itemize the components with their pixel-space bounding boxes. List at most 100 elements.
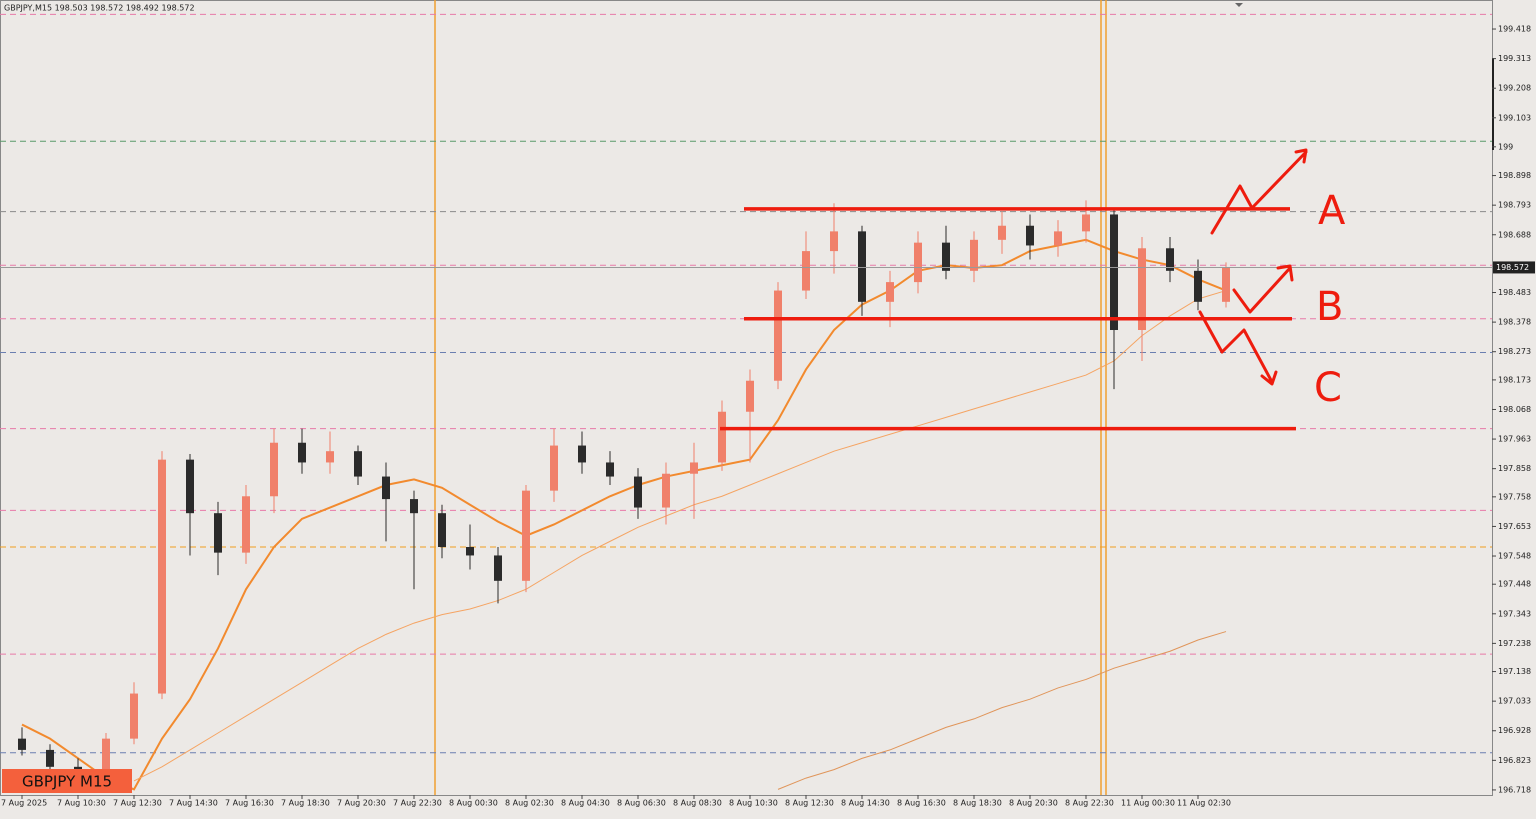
candle-body xyxy=(522,490,530,581)
x-tick-label: 8 Aug 00:30 xyxy=(449,799,498,808)
x-tick-label: 8 Aug 10:30 xyxy=(729,799,778,808)
chart-header: GBPJPY,M15 198.503 198.572 198.492 198.5… xyxy=(4,4,195,13)
candle-body xyxy=(886,282,894,302)
candle-body xyxy=(102,738,110,779)
x-tick-label: 8 Aug 20:30 xyxy=(1009,799,1058,808)
y-tick-label: 198.378 xyxy=(1498,318,1531,327)
scenario-label: C xyxy=(1314,365,1342,411)
scenario-arrow xyxy=(1198,310,1278,386)
price-label-box xyxy=(1493,261,1535,274)
candle-body xyxy=(606,462,614,477)
candle-body xyxy=(1138,248,1146,331)
candle-body xyxy=(746,380,754,412)
shift-marker xyxy=(1235,3,1243,7)
y-tick-label: 199.313 xyxy=(1498,54,1531,63)
x-tick-label: 7 Aug 22:30 xyxy=(393,799,442,808)
candle-body xyxy=(438,513,446,548)
candle-body xyxy=(1110,214,1118,331)
y-tick-label: 199.208 xyxy=(1498,84,1531,93)
scenario-label: A xyxy=(1318,188,1346,234)
candle-body xyxy=(1082,214,1090,232)
candle-body xyxy=(158,459,166,694)
price-label: 198.572 xyxy=(1496,263,1529,272)
candle-body xyxy=(494,555,502,581)
x-tick-label: 7 Aug 12:30 xyxy=(113,799,162,808)
candle-body xyxy=(914,242,922,283)
y-tick-label: 198.273 xyxy=(1498,347,1531,356)
candle-body xyxy=(298,442,306,463)
x-tick-label: 8 Aug 14:30 xyxy=(841,799,890,808)
y-tick-label: 199 xyxy=(1498,142,1513,151)
candle-body xyxy=(466,547,474,556)
y-tick-label: 197.963 xyxy=(1498,435,1531,444)
candle-body xyxy=(270,442,278,497)
x-tick-label: 8 Aug 16:30 xyxy=(897,799,946,808)
x-tick-label: 11 Aug 02:30 xyxy=(1177,799,1231,808)
scenario-arrow xyxy=(1232,264,1294,314)
y-tick-label: 198.483 xyxy=(1498,288,1531,297)
candle-body xyxy=(242,496,250,553)
candle-body xyxy=(942,242,950,271)
watermark-box xyxy=(2,769,132,793)
y-tick-label: 198.173 xyxy=(1498,375,1531,384)
y-tick-label: 197.238 xyxy=(1498,639,1531,648)
y-tick-label: 196.718 xyxy=(1498,785,1531,794)
candle-body xyxy=(214,513,222,553)
candle-body xyxy=(1166,248,1174,271)
candle-body xyxy=(830,231,838,252)
watermark: GBPJPY M15 xyxy=(22,773,112,791)
y-tick-label: 196.928 xyxy=(1498,726,1531,735)
candle-body xyxy=(998,225,1006,240)
y-tick-label: 198.068 xyxy=(1498,405,1531,414)
candle-body xyxy=(1194,270,1202,302)
y-tick-label: 197.343 xyxy=(1498,609,1531,618)
candle-body xyxy=(550,445,558,491)
candle-body xyxy=(662,473,670,508)
x-tick-label: 7 Aug 10:30 xyxy=(57,799,106,808)
y-tick-label: 197.758 xyxy=(1498,492,1531,501)
candle-body xyxy=(578,445,586,463)
candle-body xyxy=(690,462,698,474)
candle-body xyxy=(354,451,362,477)
candle-body xyxy=(130,693,138,739)
candle-body xyxy=(1026,225,1034,246)
y-tick-label: 198.898 xyxy=(1498,171,1531,180)
x-tick-label: 8 Aug 12:30 xyxy=(785,799,834,808)
y-tick-label: 197.448 xyxy=(1498,580,1531,589)
candle-body xyxy=(1054,231,1062,246)
candle-body xyxy=(18,738,26,750)
y-tick-label: 199.418 xyxy=(1498,25,1531,34)
x-tick-label: 8 Aug 18:30 xyxy=(953,799,1002,808)
y-tick-label: 197.033 xyxy=(1498,697,1531,706)
x-tick-label: 7 Aug 2025 xyxy=(1,799,47,808)
x-tick-label: 7 Aug 20:30 xyxy=(337,799,386,808)
y-tick-label: 197.138 xyxy=(1498,667,1531,676)
y-tick-label: 197.858 xyxy=(1498,464,1531,473)
x-tick-label: 7 Aug 16:30 xyxy=(225,799,274,808)
x-tick-label: 8 Aug 06:30 xyxy=(617,799,666,808)
y-tick-label: 197.653 xyxy=(1498,522,1531,531)
candle-body xyxy=(970,239,978,271)
moving-average xyxy=(21,238,1227,791)
x-tick-label: 8 Aug 04:30 xyxy=(561,799,610,808)
y-tick-label: 199.103 xyxy=(1498,113,1531,122)
x-tick-label: 7 Aug 14:30 xyxy=(169,799,218,808)
y-tick-label: 198.793 xyxy=(1498,201,1531,210)
moving-average xyxy=(133,290,1227,782)
y-tick-label: 197.548 xyxy=(1498,552,1531,561)
candle-body xyxy=(326,451,334,463)
scenario-label: B xyxy=(1316,284,1343,330)
x-tick-label: 8 Aug 08:30 xyxy=(673,799,722,808)
moving-average xyxy=(777,631,1227,790)
x-tick-label: 8 Aug 02:30 xyxy=(505,799,554,808)
candle-body xyxy=(858,231,866,302)
candle-body xyxy=(802,251,810,291)
candle-body xyxy=(382,476,390,500)
x-tick-label: 7 Aug 18:30 xyxy=(281,799,330,808)
y-tick-label: 196.823 xyxy=(1498,756,1531,765)
candle-body xyxy=(1222,267,1230,302)
candle-body xyxy=(774,290,782,381)
candle-body xyxy=(718,411,726,463)
